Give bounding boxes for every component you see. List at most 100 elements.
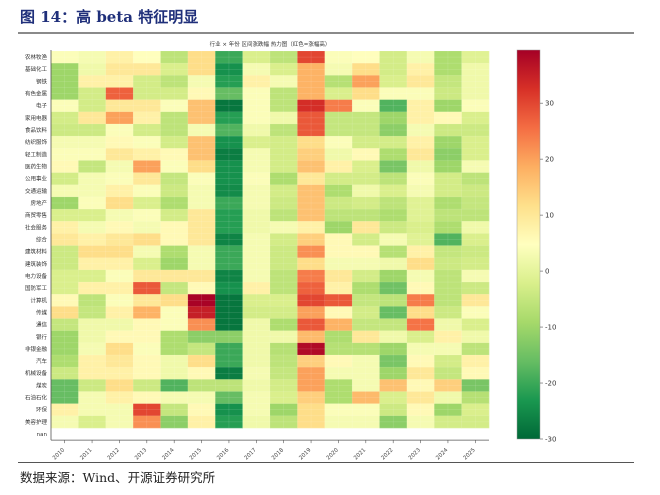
heatmap-cell [133, 282, 161, 295]
y-tick-label: 国防军工 [25, 284, 48, 292]
heatmap-cell [434, 136, 462, 149]
heatmap-cell [406, 355, 435, 368]
heatmap-cell [324, 87, 353, 100]
heatmap-cell [406, 87, 435, 100]
heatmap-cell [434, 306, 462, 319]
heatmap-cell [242, 196, 271, 210]
heatmap-cell [270, 99, 298, 113]
heatmap-cell [434, 330, 462, 344]
heatmap-cell [133, 415, 161, 429]
heatmap-cell [242, 282, 271, 295]
heatmap-cell [105, 379, 134, 392]
heatmap-cell [352, 355, 380, 368]
heatmap-cell [379, 209, 408, 222]
heatmap-cell [270, 391, 298, 404]
heatmap-cell [215, 221, 243, 234]
heatmap-cell [105, 233, 134, 246]
heatmap-cell [51, 391, 79, 404]
heatmap-cell [187, 63, 216, 76]
heatmap-cell [105, 63, 134, 76]
heatmap-cell [434, 221, 462, 234]
heatmap-cell [51, 160, 79, 173]
y-tick-label: 电子 [36, 102, 48, 110]
heatmap-cell [324, 391, 353, 404]
heatmap-cell [297, 318, 326, 331]
heatmap-cell [133, 148, 161, 161]
heatmap-cell [461, 415, 490, 429]
heatmap-cell [51, 87, 79, 100]
heatmap-cell [270, 123, 298, 137]
heatmap-cell [297, 294, 326, 307]
heatmap-cell [461, 330, 490, 344]
heatmap-cell [160, 257, 189, 271]
heatmap-cell [105, 221, 134, 234]
heatmap-cell [187, 196, 216, 210]
heatmap-cell [270, 75, 298, 88]
heatmap-cell [187, 379, 216, 392]
heatmap-cell [242, 63, 271, 76]
x-tick-label: 2022 [380, 447, 394, 461]
heatmap-cell [160, 209, 189, 222]
heatmap-cell [297, 355, 326, 368]
heatmap-cell [160, 391, 189, 404]
heatmap-cell [215, 160, 243, 173]
heatmap-cell [160, 196, 189, 210]
heatmap-cell [105, 403, 134, 417]
heatmap-cell [133, 87, 161, 100]
y-tick-label: 石油石化 [25, 394, 48, 402]
heatmap-cell [78, 391, 107, 404]
heatmap-cell [133, 136, 161, 149]
heatmap-cell [78, 257, 107, 271]
heatmap-cell [379, 415, 408, 429]
heatmap-cell [105, 257, 134, 271]
heatmap-cell [352, 391, 380, 404]
heatmap-cell [242, 403, 271, 417]
heatmap-cell [270, 63, 298, 76]
heatmap-cell [461, 51, 490, 64]
heatmap-cell [324, 160, 353, 173]
heatmap-cell [78, 355, 107, 368]
heatmap-cell [242, 99, 271, 113]
heatmap-cell [379, 196, 408, 210]
heatmap-cell [324, 245, 353, 259]
heatmap-cell [352, 99, 380, 113]
heatmap-cell [297, 196, 326, 210]
heatmap-cell [160, 355, 189, 368]
heatmap-cell [379, 160, 408, 173]
heatmap-cell [379, 184, 408, 198]
heatmap-cell [379, 148, 408, 161]
heatmap-cell [297, 87, 326, 100]
x-tick-label: 2011 [79, 447, 93, 461]
heatmap-cell [187, 355, 216, 368]
heatmap-cell [215, 184, 243, 198]
heatmap-cell [352, 196, 380, 210]
heatmap-cell [297, 245, 326, 259]
heatmap-cell [406, 111, 435, 125]
heatmap-cell [379, 257, 408, 271]
heatmap-cell [324, 209, 353, 222]
heatmap-cell [242, 123, 271, 137]
heatmap-cell [160, 342, 189, 356]
heatmap-cell [270, 87, 298, 100]
heatmap-cell [434, 123, 462, 137]
y-tick-label: 非银金融 [25, 345, 48, 353]
heatmap-cell [434, 282, 462, 295]
heatmap-cell [379, 87, 408, 100]
y-tick-label: 机械设备 [25, 369, 48, 377]
heatmap-cell [215, 415, 243, 429]
heatmap-cells [50, 50, 490, 429]
y-tick-label: 食品饮料 [25, 126, 48, 134]
heatmap-cell [215, 379, 243, 392]
heatmap-cell [133, 245, 161, 259]
heatmap-cell [379, 391, 408, 404]
heatmap-cell [270, 136, 298, 149]
heatmap-cell [379, 233, 408, 246]
heatmap-cell [215, 245, 243, 259]
heatmap-cell [324, 269, 353, 283]
heatmap-cell [324, 99, 353, 113]
heatmap-cell [105, 136, 134, 149]
heatmap-cell [78, 282, 107, 295]
heatmap-cell [297, 99, 326, 113]
heatmap-cell [215, 391, 243, 404]
heatmap-cell [51, 415, 79, 429]
